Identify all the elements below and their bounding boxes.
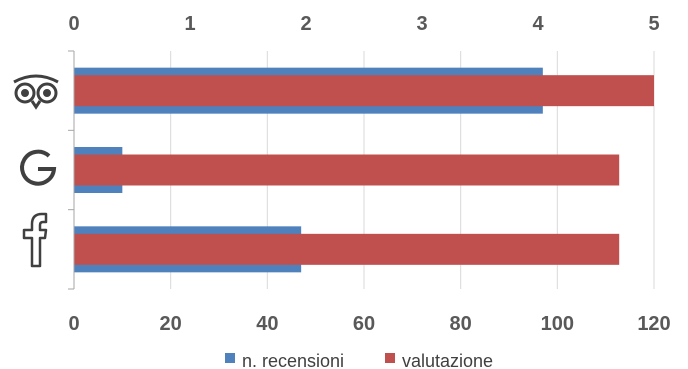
top-tick-label: 2 [300, 13, 311, 35]
top-tick-label: 3 [416, 13, 427, 35]
bottom-tick-label: 0 [68, 313, 79, 335]
legend-swatch-recensioni [225, 353, 235, 363]
bar-valutazione-google [74, 154, 620, 186]
legend-swatch-valutazione [385, 353, 395, 363]
legend-label-recensioni: n. recensioni [242, 351, 344, 369]
bar-valutazione-tripadvisor [74, 75, 654, 107]
bottom-tick-label: 80 [450, 313, 472, 335]
legend: n. recensioni valutazione [225, 351, 493, 369]
bottom-tick-label: 40 [256, 313, 278, 335]
legend-label-valutazione: valutazione [402, 351, 493, 369]
category-icons [13, 74, 59, 268]
bottom-tick-label: 20 [160, 313, 182, 335]
bar-valutazione-facebook [74, 233, 620, 265]
top-tick-label: 5 [648, 13, 659, 35]
facebook-f-icon [22, 212, 48, 268]
axes [68, 50, 75, 290]
top-tick-label: 0 [68, 13, 79, 35]
google-g-icon [20, 149, 57, 186]
top-axis-tick-labels: 0 1 2 3 4 5 [68, 13, 659, 35]
tripadvisor-owl-icon [13, 74, 59, 110]
bottom-tick-label: 100 [541, 313, 574, 335]
bars [74, 67, 654, 273]
bottom-tick-label: 60 [353, 313, 375, 335]
top-tick-label: 1 [184, 13, 195, 35]
bottom-tick-label: 120 [637, 313, 670, 335]
top-tick-label: 4 [532, 13, 544, 35]
bottom-axis-tick-labels: 0 20 40 60 80 100 120 [68, 313, 670, 335]
